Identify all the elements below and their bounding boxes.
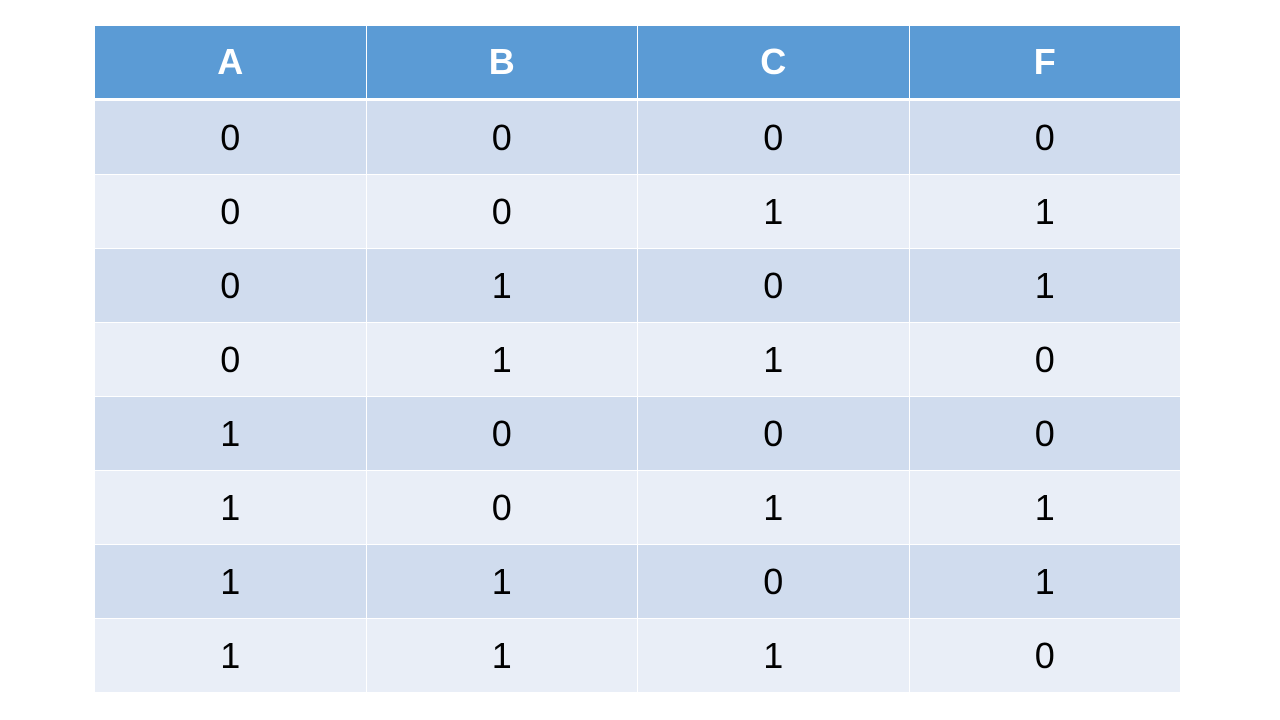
table-cell: 1 [637, 470, 910, 545]
table-cell: 1 [365, 544, 638, 619]
table-cell: 1 [908, 248, 1181, 323]
table-cell: 0 [94, 99, 367, 175]
table-cell: 0 [637, 248, 910, 323]
table-cell: 0 [908, 322, 1181, 397]
header-cell: C [637, 25, 910, 101]
table-cell: 0 [908, 396, 1181, 471]
table-cell: 0 [94, 174, 367, 249]
table-cell: 1 [94, 618, 367, 693]
table-cell: 1 [365, 618, 638, 693]
table-cell: 1 [637, 322, 910, 397]
table-cell: 1 [365, 248, 638, 323]
table-cell: 1 [94, 396, 367, 471]
table-cell: 1 [908, 174, 1181, 249]
header-cell: F [908, 25, 1181, 101]
table-cell: 0 [637, 396, 910, 471]
table-cell: 0 [637, 544, 910, 619]
header-cell: A [94, 25, 367, 101]
table-cell: 1 [94, 470, 367, 545]
table-cell: 1 [908, 470, 1181, 545]
table-cell: 0 [94, 322, 367, 397]
table-cell: 1 [94, 544, 367, 619]
header-cell: B [365, 25, 638, 101]
table-cell: 1 [637, 174, 910, 249]
table-cell: 1 [908, 544, 1181, 619]
table-cell: 1 [365, 322, 638, 397]
table-cell: 0 [365, 174, 638, 249]
table-cell: 0 [908, 99, 1181, 175]
table-cell: 1 [637, 618, 910, 693]
table-cell: 0 [365, 396, 638, 471]
table-cell: 0 [365, 470, 638, 545]
table-cell: 0 [365, 99, 638, 175]
table-cell: 0 [637, 99, 910, 175]
table-cell: 0 [94, 248, 367, 323]
table-cell: 0 [908, 618, 1181, 693]
